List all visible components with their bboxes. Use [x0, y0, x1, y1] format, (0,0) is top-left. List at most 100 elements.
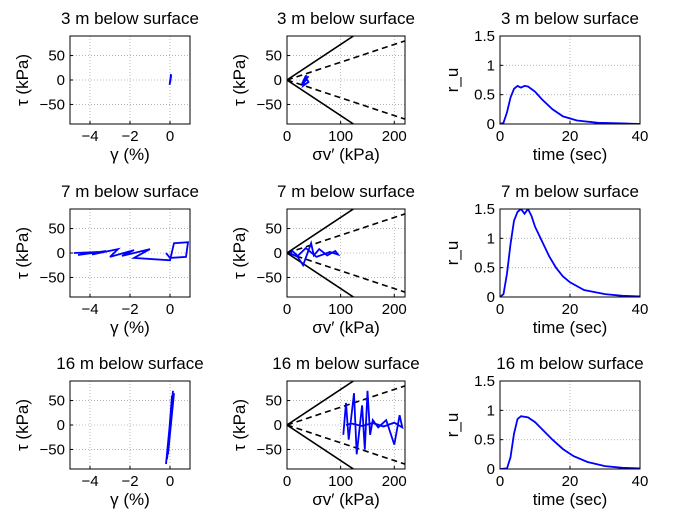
axes-box [286, 208, 406, 298]
series-line-0 [500, 84, 640, 124]
y-tick-label: −50 [257, 96, 282, 113]
envelope-line-3 [287, 252, 405, 293]
y-axis-label: τ (kPa) [13, 54, 32, 106]
y-axis-label: r_u [443, 241, 462, 266]
x-axis-label: time (sec) [533, 490, 608, 509]
series-line-0 [500, 209, 640, 297]
y-tick-label: −50 [257, 441, 282, 458]
subplot-title: 16 m below surface [272, 354, 419, 373]
x-tick-label: 200 [382, 301, 407, 318]
y-axis-label: τ (kPa) [13, 399, 32, 451]
x-tick-label: 0 [166, 128, 174, 145]
x-axis-label: time (sec) [533, 145, 608, 164]
subplot-title: 7 m below surface [501, 182, 639, 201]
envelope-line-1 [287, 79, 355, 124]
x-tick-label: 100 [328, 128, 353, 145]
y-tick-label: 50 [48, 48, 65, 65]
x-tick-label: 0 [496, 301, 504, 318]
x-axis-label: σv′ (kPa) [312, 145, 380, 164]
subplot-title: 16 m below surface [496, 354, 643, 373]
y-tick-label: 0 [487, 116, 495, 133]
y-tick-label: 0.5 [474, 432, 495, 449]
x-axis-label: σv′ (kPa) [312, 490, 380, 509]
x-tick-label: −4 [81, 301, 98, 318]
envelope-line-0 [287, 36, 355, 81]
y-tick-label: 1.5 [474, 201, 495, 218]
axes-box [499, 380, 641, 470]
subplot-2-0: −4 −2 0 −50 0 50 16 m below surface γ (%) τ (kPa… [13, 354, 204, 509]
envelope-line-3 [287, 424, 405, 465]
y-axis-label: τ (kPa) [230, 227, 249, 279]
x-tick-label: −2 [121, 473, 138, 490]
envelope-line-1 [287, 252, 355, 297]
x-axis-label: γ (%) [110, 490, 150, 509]
subplot-2-2: 0 20 40 0 0.5 1 1.516 m below surface time (sec… [443, 354, 648, 509]
envelope-line-3 [287, 79, 405, 120]
subplot-title: 16 m below surface [56, 354, 203, 373]
subplot-title: 3 m below surface [277, 9, 415, 28]
envelope-line-1 [287, 424, 355, 469]
axes-box [499, 208, 641, 298]
y-tick-label: 0 [274, 245, 282, 262]
x-tick-label: 20 [562, 473, 579, 490]
y-tick-label: 1 [487, 57, 495, 74]
y-tick-label: 50 [48, 221, 65, 238]
y-tick-label: 50 [265, 221, 282, 238]
x-axis-label: γ (%) [110, 145, 150, 164]
x-axis-label: σv′ (kPa) [312, 318, 380, 337]
x-tick-label: 40 [632, 473, 649, 490]
x-tick-label: 100 [328, 473, 353, 490]
x-tick-label: 100 [328, 301, 353, 318]
y-axis-label: r_u [443, 413, 462, 438]
x-tick-label: 0 [166, 301, 174, 318]
x-tick-label: 20 [562, 128, 579, 145]
y-axis-label: r_u [443, 68, 462, 93]
y-axis-label: τ (kPa) [230, 399, 249, 451]
y-tick-label: 50 [265, 48, 282, 65]
y-tick-label: 1 [487, 230, 495, 247]
series-line-0 [342, 390, 404, 455]
y-tick-label: 1 [487, 402, 495, 419]
y-tick-label: −50 [257, 269, 282, 286]
series-line-0 [500, 415, 640, 469]
y-axis-label: τ (kPa) [230, 54, 249, 106]
x-tick-label: 0 [283, 301, 291, 318]
x-tick-label: 20 [562, 301, 579, 318]
y-tick-label: 50 [265, 393, 282, 410]
envelope-line-2 [287, 40, 405, 81]
envelope-line-0 [287, 381, 355, 426]
y-tick-label: 0 [57, 245, 65, 262]
subplot-0-0: −4 −2 0 −50 0 50 3 m below surface γ (%) τ (kPa) [13, 9, 199, 164]
y-tick-label: 50 [48, 393, 65, 410]
subplot-1-0: −4 −2 0 −50 0 50 7 m below surface γ (%) τ (kPa) [13, 182, 199, 337]
x-tick-label: 40 [632, 128, 649, 145]
subplot-title: 3 m below surface [501, 9, 639, 28]
x-tick-label: −4 [81, 473, 98, 490]
x-tick-label: 0 [166, 473, 174, 490]
subplot-title: 7 m below surface [61, 182, 199, 201]
x-tick-label: −4 [81, 128, 98, 145]
subplot-0-2: 0 20 40 0 0.5 1 1.5 3 m below surface time (sec)… [443, 9, 648, 164]
x-tick-label: −2 [121, 301, 138, 318]
x-tick-label: 200 [382, 473, 407, 490]
y-tick-label: 0 [57, 417, 65, 434]
envelope-line-2 [287, 213, 405, 254]
x-axis-label: time (sec) [533, 318, 608, 337]
y-tick-label: −50 [40, 269, 65, 286]
y-tick-label: 0 [274, 72, 282, 89]
axes-box [499, 35, 641, 125]
series-line-0 [73, 241, 190, 262]
envelope-line-0 [287, 209, 355, 254]
y-tick-label: 0.5 [474, 87, 495, 104]
y-tick-label: 0 [57, 72, 65, 89]
x-axis-label: γ (%) [110, 318, 150, 337]
y-tick-label: −50 [40, 96, 65, 113]
y-tick-label: 1.5 [474, 373, 495, 390]
x-tick-label: 200 [382, 128, 407, 145]
x-tick-label: 0 [496, 473, 504, 490]
series-line-0 [165, 390, 175, 465]
